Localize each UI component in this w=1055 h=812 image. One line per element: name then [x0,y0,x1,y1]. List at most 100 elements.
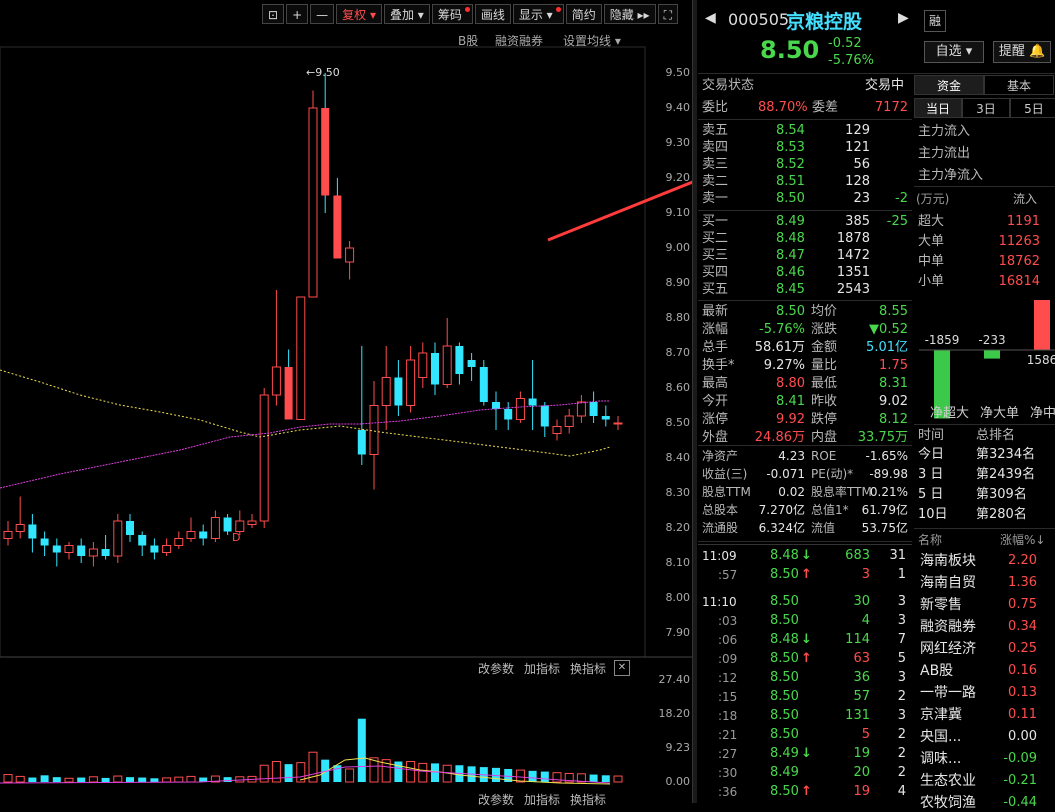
toolbar-button-1[interactable]: + [286,4,309,24]
sector-name[interactable]: 调味... [920,751,962,767]
high-value: 9.50 [315,66,340,79]
sector-name[interactable]: 海南自贸 [920,575,976,591]
panel-splitter[interactable] [692,0,697,803]
sector-name[interactable]: 一带一路 [920,685,976,701]
price-tick-label: 8.30 [665,486,691,499]
buy-order-volume: 1472 [836,248,870,263]
sell-order-label: 卖五 [702,123,729,138]
candle-body [394,377,403,406]
tick-arrow-icon: ↓ [801,632,812,647]
buy-order-label: 买二 [702,231,729,246]
vol-close-icon[interactable]: ✕ [614,660,630,676]
toolbar-button-10[interactable]: ⛶ [657,4,678,24]
rank-period: 3 日 [918,467,944,482]
sell-order-price: 8.52 [776,157,805,172]
tick-time: :15 [718,690,738,704]
sector-name[interactable]: 央国... [920,729,962,745]
candle-body [552,426,562,434]
ma-yellow-line [0,369,611,457]
candle-body [3,531,13,539]
vol-change-param[interactable]: 改参数 [478,662,515,676]
tab-basic[interactable]: 基本 [984,75,1054,95]
b-share-link[interactable]: B股 [458,34,479,48]
volume-bar [40,775,49,782]
buy-order-label: 买一 [702,214,729,229]
candle-body [15,524,25,532]
bottom-add-indicator[interactable]: 加指标 [524,793,561,807]
period-tab[interactable]: 当日 [914,98,962,118]
vol-switch-indicator[interactable]: 换指标 [570,662,607,676]
sector-name[interactable]: 新零售 [920,597,962,613]
quote-label: 最高 [702,376,729,391]
candle-body [235,520,245,532]
toolbar-button-3[interactable]: 复权 ▾ [336,4,382,24]
volume-bar [210,775,220,783]
watchlist-button[interactable]: 自选 ▾ [924,41,984,63]
sector-name[interactable]: 生态农业 [920,773,976,789]
quote-label: 金额 [811,340,838,355]
buy-order-change: -25 [886,214,908,229]
quote-label: 最低 [811,376,838,391]
tick-volume: 683 [845,548,870,563]
price-tick-label: 8.50 [665,416,691,429]
candle-body [199,531,208,539]
toolbar-button-7[interactable]: 显示 ▾ [512,4,564,24]
sector-name[interactable]: 网红经济 [920,641,976,657]
toolbar-button-4[interactable]: 叠加 ▾ [383,4,430,24]
tick-price: 8.50 [770,670,799,685]
volume-bar [186,775,196,783]
bottom-change-param[interactable]: 改参数 [478,793,515,807]
candle-body [308,107,318,298]
quote-value: 8.50 [776,304,805,319]
order-size-value: 16814 [998,274,1040,289]
sell-order-price: 8.51 [776,174,805,189]
candle-body [186,531,196,539]
rank-value: 第309名 [976,487,1027,502]
bottom-switch-indicator[interactable]: 换指标 [570,793,607,807]
tick-volume: 30 [853,594,870,609]
volume-bar [613,775,623,783]
tick-time: :36 [718,785,738,799]
price-tick-label: 9.40 [665,101,691,114]
period-tab[interactable]: 5日 [1010,98,1055,118]
net-flow-value: -1859 [925,333,960,347]
net-flow-bar [934,350,950,419]
volume-bar [296,762,306,783]
lock-icon[interactable]: ⊡ [262,4,285,24]
vol-add-indicator[interactable]: 加指标 [524,662,561,676]
prev-stock-icon[interactable]: ◀ [705,10,716,26]
toolbar-button-6[interactable]: 画线 [474,4,511,24]
sector-name[interactable]: 海南板块 [920,553,976,569]
tick-time: 11:09 [702,549,737,563]
rank-period: 10日 [918,507,948,522]
candlestick-chart[interactable] [0,0,692,803]
margin-link[interactable]: 融资融券 [495,34,544,48]
volume-bar [15,775,25,783]
quote-value: -5.76% [759,322,805,337]
candle-body [210,517,220,539]
sector-name-header[interactable]: 名称 [918,533,943,547]
sector-name[interactable]: 京津冀 [920,707,962,723]
next-stock-icon[interactable]: ▶ [898,10,909,26]
fin-value: -0.071 [766,467,805,481]
sector-name[interactable]: AB股 [920,663,954,679]
fin-value: 6.324亿 [758,521,805,535]
toolbar-button-2[interactable]: — [310,4,335,24]
toolbar-button-5[interactable]: 筹码 [431,4,473,24]
tick-count: 4 [897,784,906,799]
toolbar-button-9[interactable]: 隐藏 ▸▸ [603,4,656,24]
sector-name[interactable]: 农牧饲渔 [920,795,976,811]
tab-fund[interactable]: 资金 [914,75,984,95]
quote-label: 换手* [702,358,735,373]
sell-order-price: 8.50 [776,191,805,206]
toolbar-button-8[interactable]: 简约 [565,4,602,24]
current-price: 8.50 [760,36,820,64]
quote-value: 8.41 [776,394,805,409]
period-tab[interactable]: 3日 [962,98,1010,118]
sector-pct-header[interactable]: 涨幅%↓ [1000,533,1046,547]
ma-setting-dropdown[interactable]: 设置均线 ▾ [563,34,621,48]
sector-pct: 0.00 [1008,729,1037,744]
sector-name[interactable]: 融资融券 [920,619,976,635]
alert-button[interactable]: 提醒 🔔 [993,41,1051,63]
volume-bar [369,757,379,783]
